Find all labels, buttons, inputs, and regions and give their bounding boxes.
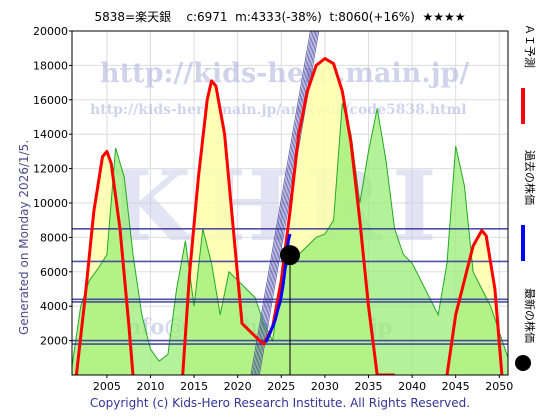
y-tick-label: 12000	[33, 163, 68, 176]
y-tick-label: 6000	[40, 266, 68, 279]
trend-channel-line	[250, 31, 311, 375]
y-tick-label: 4000	[40, 300, 68, 313]
horizontal-bands	[72, 228, 508, 345]
trend-channel-line	[251, 31, 313, 375]
trend-channel-line	[256, 31, 317, 375]
legend-swatch-past	[521, 225, 525, 261]
trend-channel-line	[257, 31, 318, 375]
copyright: Copyright (c) Kids-Hero Research Institu…	[89, 396, 471, 410]
x-tick-label: 2010	[136, 380, 164, 393]
latest-price-marker	[280, 245, 300, 266]
y-tick-label: 16000	[33, 94, 68, 107]
watermark-code-url: http://kids-hero.main.jp/analysis/code58…	[90, 102, 467, 118]
x-tick-label: 2020	[224, 380, 252, 393]
rating-stars: ★★★★	[422, 10, 466, 24]
trend-channel-line	[254, 31, 315, 375]
y-tick-label: 18000	[33, 59, 68, 72]
trend-channel-line	[253, 31, 314, 375]
chart-header: 5838=楽天銀 c:6971 m:4333(-38%) t:8060(+16%…	[0, 8, 560, 25]
generated-date: Generated on Monday 2026/1/5.	[17, 139, 31, 335]
series-layer	[74, 57, 504, 375]
watermark-url: http://kids-hero.main.jp/	[100, 58, 469, 89]
y-tick-label: 8000	[40, 231, 68, 244]
legend-marker-latest	[515, 355, 531, 371]
x-axis: 2005 2010 2015 2020 2025 2030 2035 2040 2045 2050	[93, 375, 513, 393]
x-tick-label: 2005	[93, 380, 121, 393]
ai-prediction-line	[181, 57, 395, 375]
price-stats: c:6971 m:4333(-38%) t:8060(+16%)	[186, 10, 415, 24]
x-tick-label: 2030	[311, 380, 339, 393]
x-tick-label: 2050	[485, 380, 513, 393]
legend-label-past: 過去の株価	[523, 150, 536, 205]
y-tick-label: 20000	[33, 25, 68, 38]
legend-swatch-ai	[521, 88, 525, 124]
y-axis: 2000 4000 6000 8000 10000 12000 14000 16000 1800…	[33, 25, 72, 348]
y-tick-label: 10000	[33, 197, 68, 210]
ai-prediction-line	[445, 229, 504, 375]
x-tick-label: 2015	[180, 380, 208, 393]
stock-code: 5838=楽天銀	[94, 10, 172, 24]
x-tick-label: 2040	[398, 380, 426, 393]
x-tick-label: 2045	[442, 380, 470, 393]
legend-label-ai: ＡＩ予測	[523, 24, 536, 68]
history-area-fill	[72, 103, 508, 375]
x-tick-label: 2035	[354, 380, 382, 393]
legend-label-latest: 最新の株価	[523, 288, 536, 343]
trend-channel	[250, 31, 320, 375]
y-tick-label: 14000	[33, 128, 68, 141]
y-tick-label: 2000	[40, 335, 68, 348]
x-tick-label: 2025	[267, 380, 295, 393]
ai-prediction-line	[74, 149, 135, 375]
latest-marker-layer	[280, 245, 300, 375]
